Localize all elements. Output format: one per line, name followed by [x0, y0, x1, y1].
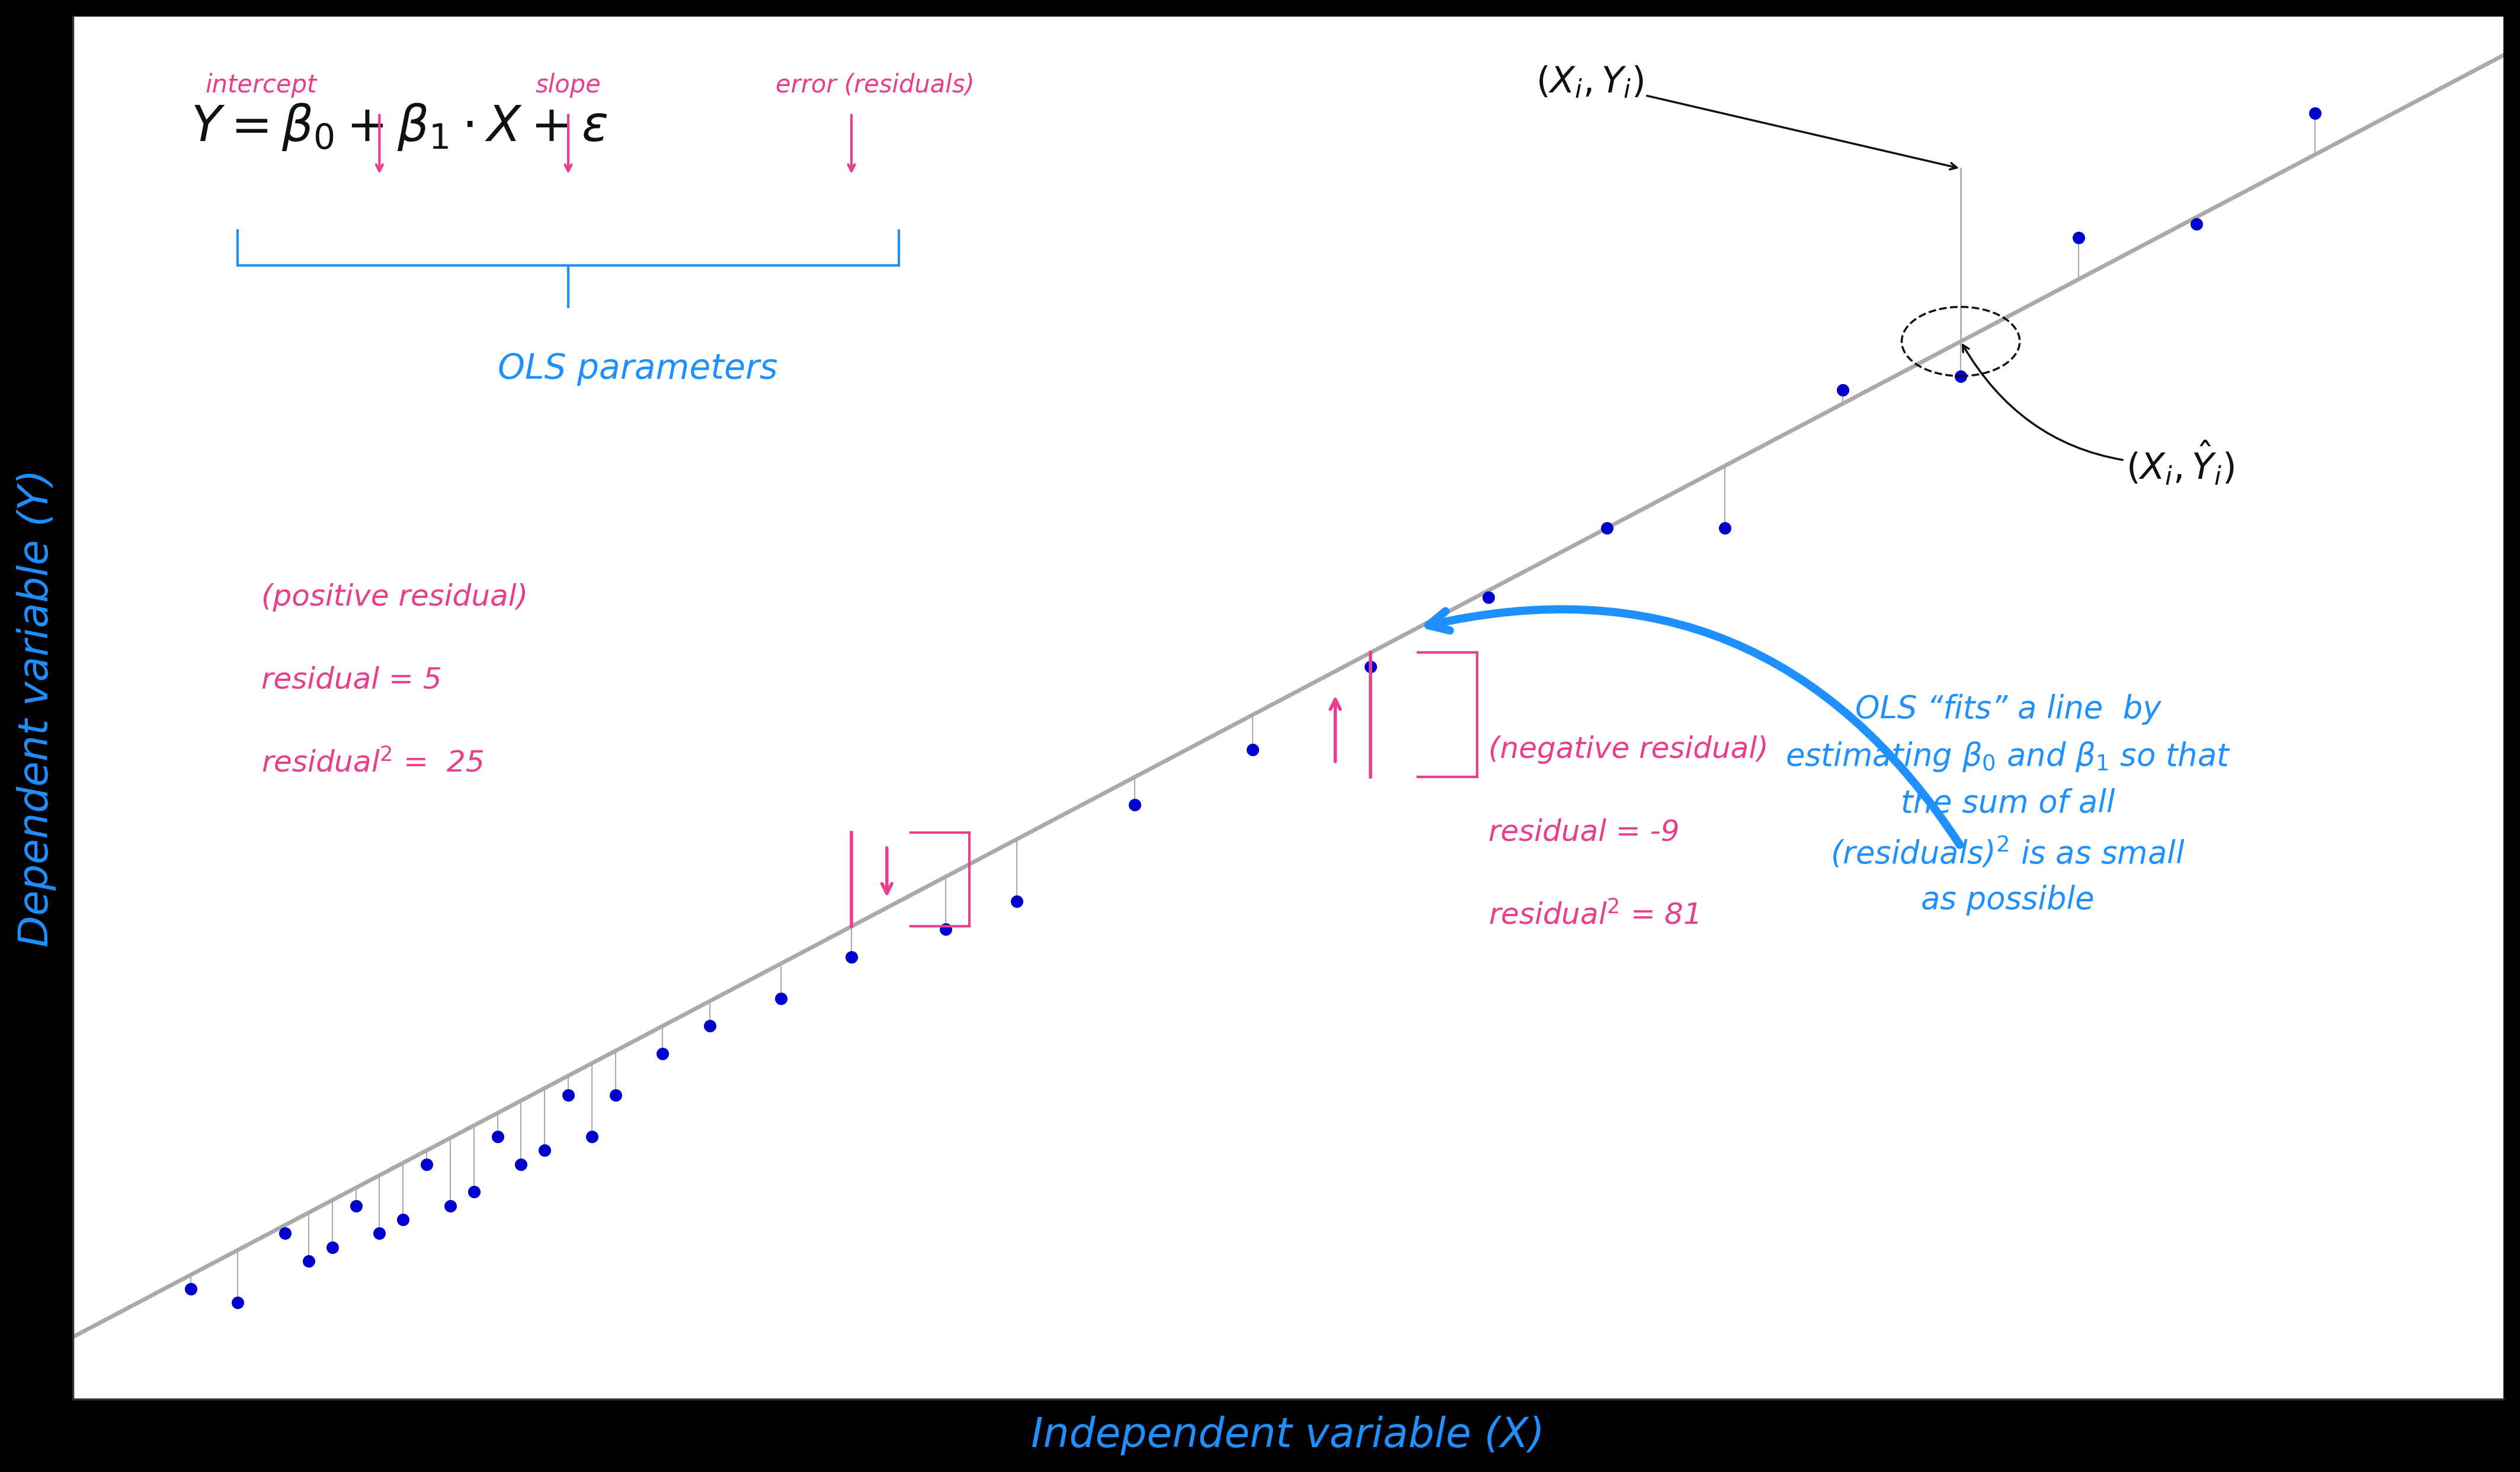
Point — [690, 1014, 731, 1038]
Y-axis label: Dependent variable (Y): Dependent variable (Y) — [18, 470, 55, 946]
Point — [995, 889, 1036, 913]
Point — [1940, 364, 1981, 387]
Text: OLS “fits” a line  by
estimating $\beta_0$ and $\beta_1$ so that
the sum of all
: OLS “fits” a line by estimating $\beta_0… — [1784, 693, 2230, 916]
Point — [454, 1181, 494, 1204]
Point — [925, 917, 965, 941]
Point — [1469, 586, 1509, 609]
Point — [2296, 102, 2336, 125]
Point — [360, 1222, 401, 1245]
Point — [406, 1153, 446, 1176]
Point — [501, 1153, 542, 1176]
Point — [643, 1042, 683, 1066]
Point — [761, 986, 801, 1010]
Point — [287, 1250, 328, 1273]
Point — [431, 1194, 471, 1217]
Point — [171, 1278, 212, 1301]
Point — [1232, 737, 1273, 761]
Text: residual$^2$ = 81: residual$^2$ = 81 — [1489, 901, 1698, 930]
Point — [572, 1125, 612, 1148]
Point — [2177, 212, 2218, 236]
Text: residual$^2$ =  25: residual$^2$ = 25 — [262, 749, 484, 777]
Point — [335, 1194, 375, 1217]
Text: residual = 5: residual = 5 — [262, 665, 441, 695]
Text: $Y = \beta_0 + \beta_1 \cdot X + \epsilon$: $Y = \beta_0 + \beta_1 \cdot X + \epsilo… — [192, 102, 607, 153]
Text: slope: slope — [534, 74, 602, 97]
Point — [2059, 225, 2099, 249]
Point — [547, 1083, 587, 1107]
X-axis label: Independent variable (X): Independent variable (X) — [1031, 1416, 1545, 1456]
Text: $(X_i, Y_i)$: $(X_i, Y_i)$ — [1535, 65, 1958, 169]
Point — [1351, 655, 1391, 679]
Point — [1114, 793, 1154, 817]
Point — [265, 1222, 305, 1245]
Text: $(X_i, \hat{Y}_i)$: $(X_i, \hat{Y}_i)$ — [1963, 344, 2235, 487]
Text: intercept: intercept — [207, 74, 318, 97]
Text: (negative residual): (negative residual) — [1489, 735, 1769, 764]
Point — [524, 1139, 564, 1163]
Point — [595, 1083, 635, 1107]
Point — [1588, 517, 1628, 540]
Text: OLS parameters: OLS parameters — [496, 352, 776, 386]
Point — [1822, 378, 1862, 402]
Text: (positive residual): (positive residual) — [262, 583, 529, 611]
Point — [383, 1209, 423, 1232]
Text: residual = -9: residual = -9 — [1489, 818, 1681, 846]
Point — [1704, 517, 1744, 540]
Point — [312, 1235, 353, 1259]
Text: error (residuals): error (residuals) — [776, 74, 975, 97]
Point — [217, 1291, 257, 1314]
Point — [476, 1125, 517, 1148]
Point — [832, 945, 872, 969]
